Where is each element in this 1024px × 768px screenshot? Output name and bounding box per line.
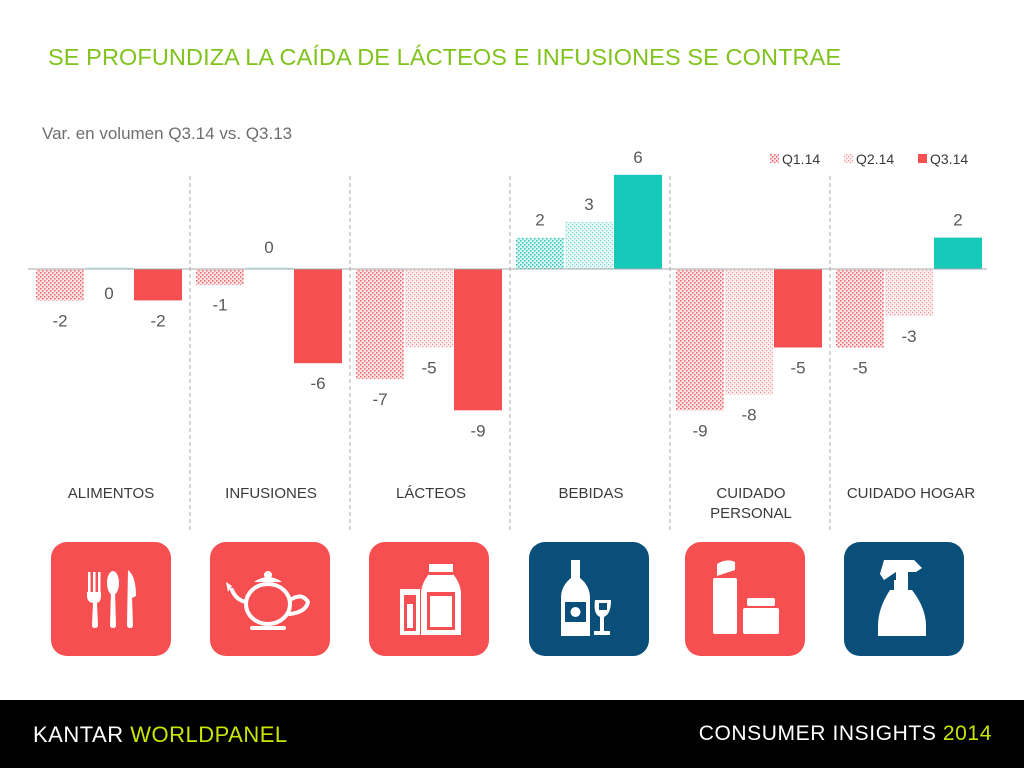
category-label: BEBIDAS [558, 485, 623, 502]
footer: KANTAR WORLDPANEL CONSUMER INSIGHTS 2014 [0, 700, 1024, 768]
legend-swatch [844, 154, 853, 163]
bar-cuidado-hogar-q114 [836, 269, 884, 348]
bar-infusiones-q114 [196, 269, 244, 285]
value-label: -8 [741, 406, 756, 425]
icon-tile-cuidado-personal [685, 542, 805, 656]
value-label: -6 [310, 374, 325, 393]
teapot-icon [226, 571, 311, 630]
value-label: 6 [633, 148, 642, 167]
value-label: 0 [104, 284, 113, 303]
legend-swatch [918, 154, 927, 163]
brand-name-part1: KANTAR [33, 722, 131, 747]
icon-tile-infusiones [210, 542, 330, 656]
bar-cuidado-personal-q314 [774, 269, 822, 348]
report-title: CONSUMER INSIGHTS [698, 722, 943, 745]
category-label: PERSONAL [710, 505, 792, 522]
bar-lacteos-q214 [405, 269, 453, 348]
value-label: -2 [52, 311, 67, 330]
value-label: 2 [535, 211, 544, 230]
bar-cuidado-hogar-q214 [885, 269, 933, 317]
category-label: LÁCTEOS [396, 485, 466, 502]
icon-tile-bebidas [529, 542, 649, 656]
bar-bebidas-q314 [614, 174, 662, 269]
value-label: -5 [790, 359, 805, 378]
category-label: CUIDADO HOGAR [847, 485, 976, 502]
legend-label: Q1.14 [782, 151, 820, 167]
bar-bebidas-q114 [516, 237, 564, 269]
bar-alimentos-q114 [36, 269, 84, 301]
legend-label: Q3.14 [930, 151, 968, 167]
category-label: INFUSIONES [225, 485, 317, 502]
icon-tile-cuidado-hogar [844, 542, 964, 656]
icon-tile-lacteos [369, 542, 489, 656]
value-label: 2 [953, 211, 962, 230]
value-label: -9 [470, 421, 485, 440]
category-label: ALIMENTOS [68, 485, 154, 502]
bar-alimentos-q314 [134, 269, 182, 301]
value-label: -3 [901, 327, 916, 346]
bar-alimentos-q214 [85, 267, 133, 269]
value-label: 3 [584, 195, 593, 214]
wine-bottle-glass-icon [561, 560, 611, 636]
legend: Q1.14 Q2.14 Q3.14 [770, 151, 968, 167]
milk-glass-bottle-icon [400, 564, 461, 635]
report-year: 2014 [942, 722, 992, 745]
value-label: -7 [372, 390, 387, 409]
icon-tile-alimentos [51, 542, 171, 656]
category-label: CUIDADO [716, 485, 785, 502]
cutlery-icon [87, 570, 136, 628]
chart-subtitle: Var. en volumen Q3.14 vs. Q3.13 [42, 124, 293, 143]
legend-swatch [770, 154, 779, 163]
value-label: -1 [212, 296, 227, 315]
spray-bottle-icon [878, 560, 926, 636]
legend-label: Q2.14 [856, 151, 894, 167]
report-label: CONSUMER INSIGHTS 2014 [699, 722, 992, 746]
brand-name-part2: WORLDPANEL [130, 722, 288, 747]
value-label: -5 [852, 359, 867, 378]
page-title: SE PROFUNDIZA LA CAÍDA DE LÁCTEOS E INFU… [48, 44, 842, 70]
bar-lacteos-q114 [356, 269, 404, 379]
bar-infusiones-q214 [245, 267, 293, 269]
value-label: -9 [692, 421, 707, 440]
bar-lacteos-q314 [454, 269, 502, 411]
bar-bebidas-q214 [565, 221, 613, 269]
brand-logo: KANTAR WORLDPANEL [33, 722, 288, 748]
bar-chart: -2 0 -2 -1 0 -6 -7 -5 -9 2 3 6 -9 -8 -5 -5 -3 2 ALIMENTOS… [28, 148, 987, 530]
value-label: 0 [264, 238, 273, 257]
value-label: -2 [150, 311, 165, 330]
bar-cuidado-personal-q214 [725, 269, 773, 395]
bar-cuidado-personal-q114 [676, 269, 724, 411]
personal-care-containers-icon [713, 560, 779, 634]
value-label: -5 [421, 359, 436, 378]
bar-cuidado-hogar-q314 [934, 237, 982, 269]
bar-infusiones-q314 [294, 269, 342, 364]
